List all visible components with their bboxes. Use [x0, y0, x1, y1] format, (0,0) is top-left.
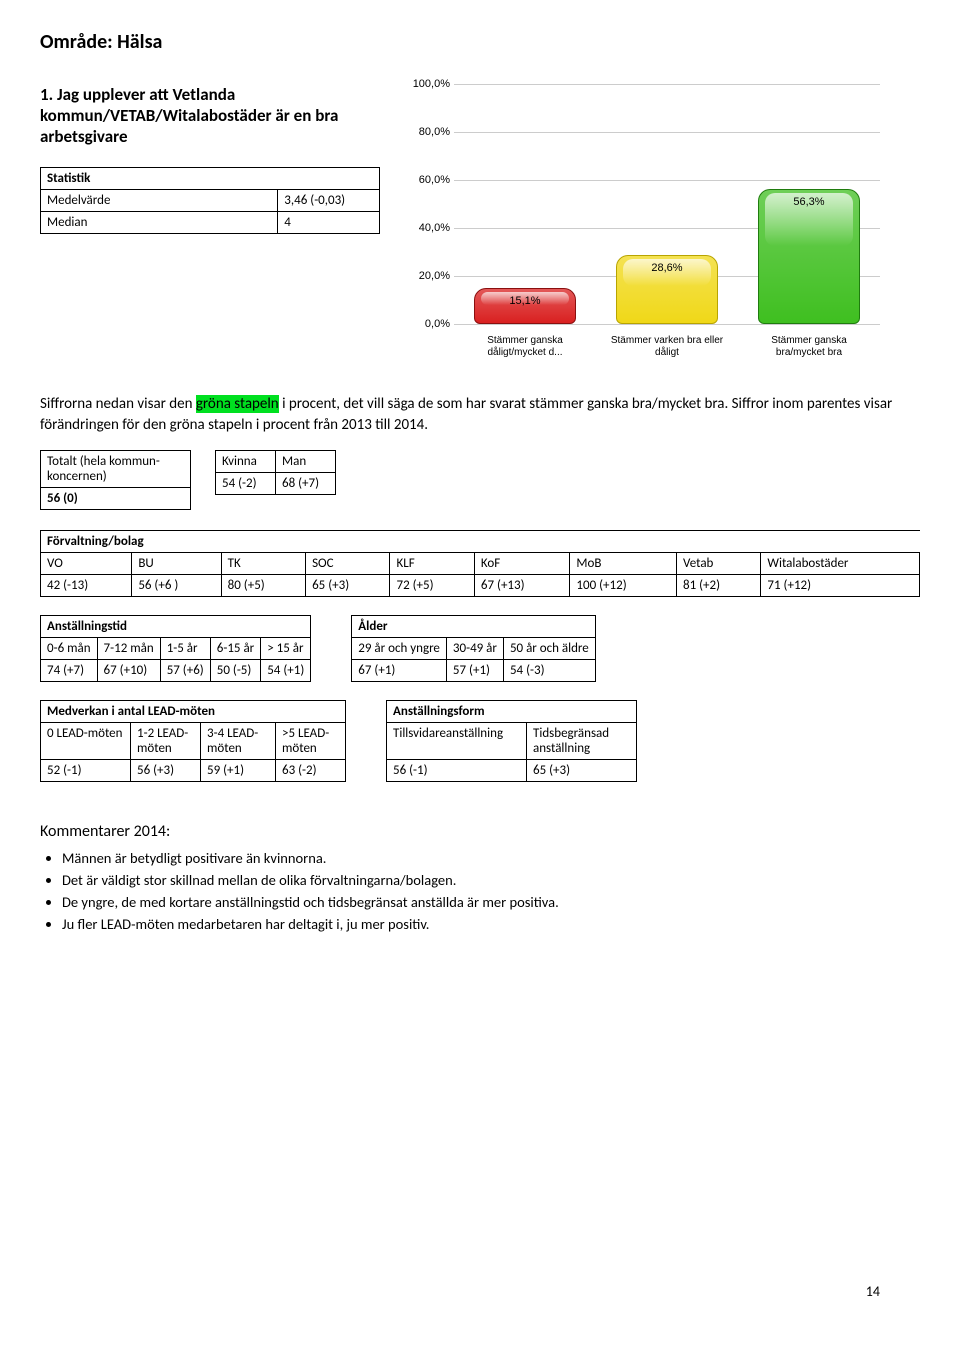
gender-value: 54 (-2): [216, 473, 276, 495]
table-row: 67 (+1) 57 (+1) 54 (-3): [352, 660, 595, 682]
table-row: 0-6 mån 7-12 mån 1-5 år 6-15 år > 15 år: [41, 638, 311, 660]
table-row: VO BU TK SOC KLF KoF MoB Vetab Witalabos…: [41, 553, 920, 575]
lead-title: Medverkan i antal LEAD-möten: [41, 701, 346, 723]
total-table: Totalt (hela kommun-koncernen) 56 (0): [40, 450, 191, 510]
chart-bar-fill: 15,1%: [474, 288, 576, 324]
chart-x-label: Stämmer varken bra eller dåligt: [608, 335, 726, 358]
chart-bar-fill: 28,6%: [616, 255, 718, 324]
chart-y-label: 80,0%: [419, 126, 450, 138]
table-row: Tillsvidareanställning Tidsbegränsad ans…: [387, 723, 637, 760]
question-heading: 1. Jag upplever att Vetlanda kommun/VETA…: [40, 84, 380, 147]
chart-y-label: 60,0%: [419, 174, 450, 186]
stat-value: 3,46 (-0,03): [278, 190, 380, 212]
total-value: 56 (0): [41, 488, 191, 510]
gender-table: Kvinna Man 54 (-2) 68 (+7): [215, 450, 336, 495]
anstallningsform-table: Anställningsform Tillsvidareanställning …: [386, 700, 637, 782]
stat-label: Medelvärde: [41, 190, 278, 212]
anst-tid-title: Anställningstid: [41, 616, 311, 638]
list-item: De yngre, de med kortare anställningstid…: [62, 893, 920, 911]
chart-x-label: Stämmer ganska dåligt/mycket d...: [466, 335, 584, 358]
chart-plot-area: 15,1%Stämmer ganska dåligt/mycket d...28…: [454, 84, 880, 324]
forvaltning-table: Förvaltning/bolag VO BU TK SOC KLF KoF M…: [40, 530, 920, 597]
list-item: Männen är betydligt positivare än kvinno…: [62, 849, 920, 867]
stat-header: Statistik: [41, 168, 380, 190]
stat-value: 4: [278, 212, 380, 234]
chart-x-label: Stämmer ganska bra/mycket bra: [750, 335, 868, 358]
gender-header: Kvinna: [216, 451, 276, 473]
anst-form-title: Anställningsform: [387, 701, 637, 723]
page-title: Område: Hälsa: [40, 30, 920, 54]
total-label: Totalt (hela kommun-koncernen): [41, 451, 191, 488]
chart-y-label: 40,0%: [419, 222, 450, 234]
chart-y-label: 0,0%: [425, 318, 450, 330]
response-bar-chart: 0,0%20,0%40,0%60,0%80,0%100,0%15,1%Stämm…: [410, 84, 880, 364]
comments-list: Männen är betydligt positivare än kvinno…: [62, 849, 920, 933]
table-row: 56 (-1) 65 (+3): [387, 760, 637, 782]
intro-text-1: Siffrorna nedan visar den: [40, 395, 196, 413]
list-item: Det är väldigt stor skillnad mellan de o…: [62, 871, 920, 889]
alder-title: Ålder: [352, 616, 595, 638]
intro-paragraph: Siffrorna nedan visar den gröna stapeln …: [40, 394, 920, 436]
lead-table: Medverkan i antal LEAD-möten 0 LEAD-möte…: [40, 700, 346, 782]
table-row: 42 (-13) 56 (+6 ) 80 (+5) 65 (+3) 72 (+5…: [41, 575, 920, 597]
chart-bar-value: 56,3%: [759, 196, 859, 208]
comments-heading: Kommentarer 2014:: [40, 822, 920, 841]
chart-gridline: [454, 324, 880, 325]
chart-y-label: 100,0%: [413, 78, 450, 90]
intro-highlight: gröna stapeln: [196, 395, 279, 413]
table-row: 29 år och yngre 30-49 år 50 år och äldre: [352, 638, 595, 660]
chart-bar-fill: 56,3%: [758, 189, 860, 324]
stat-label: Median: [41, 212, 278, 234]
chart-bar-value: 15,1%: [475, 295, 575, 307]
list-item: Ju fler LEAD-möten medarbetaren har delt…: [62, 915, 920, 933]
table-row: 52 (-1) 56 (+3) 59 (+1) 63 (-2): [41, 760, 346, 782]
anstallningstid-table: Anställningstid 0-6 mån 7-12 mån 1-5 år …: [40, 615, 311, 682]
gender-header: Man: [276, 451, 336, 473]
table-row: Medelvärde 3,46 (-0,03): [41, 190, 380, 212]
chart-bar-value: 28,6%: [617, 262, 717, 274]
table-row: 0 LEAD-möten 1-2 LEAD-möten 3-4 LEAD-möt…: [41, 723, 346, 760]
table-row: 74 (+7) 67 (+10) 57 (+6) 50 (-5) 54 (+1): [41, 660, 311, 682]
forvaltning-title: Förvaltning/bolag: [41, 531, 920, 553]
gender-value: 68 (+7): [276, 473, 336, 495]
statistics-table: Statistik Medelvärde 3,46 (-0,03) Median…: [40, 167, 380, 234]
table-row: Median 4: [41, 212, 380, 234]
chart-y-label: 20,0%: [419, 270, 450, 282]
alder-table: Ålder 29 år och yngre 30-49 år 50 år och…: [351, 615, 595, 682]
